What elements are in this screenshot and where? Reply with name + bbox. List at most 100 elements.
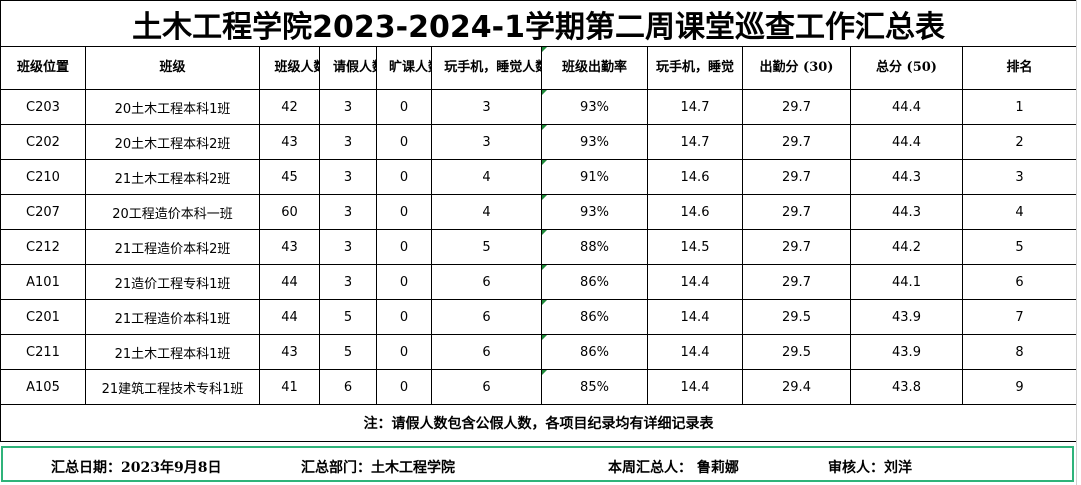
cell-location[interactable]: C210	[0, 159, 86, 195]
cell-absent[interactable]: 0	[376, 124, 432, 160]
cell-class[interactable]: 20土木工程本科2班	[85, 124, 260, 160]
cell-attendance-rate[interactable]: 93%	[541, 124, 648, 160]
cell-absent[interactable]: 0	[376, 299, 432, 335]
cell-rank[interactable]: 3	[961, 159, 1078, 195]
cell-leave[interactable]: 3	[319, 229, 377, 265]
cell-location[interactable]: C203	[0, 89, 86, 125]
footer-summarizer[interactable]: 本周汇总人： 鲁莉娜	[608, 460, 739, 476]
cell-attendance-rate[interactable]: 86%	[541, 299, 648, 335]
note-cell[interactable]: 注：请假人数包含公假人数，各项目纪录均有详细记录表	[0, 404, 1078, 442]
cell-leave[interactable]: 3	[319, 124, 377, 160]
cell-size[interactable]: 43	[259, 229, 320, 265]
cell-phone-sleep-count[interactable]: 6	[431, 264, 542, 300]
cell-class[interactable]: 21工程造价本科1班	[85, 299, 260, 335]
header-rank[interactable]: 排名	[961, 46, 1078, 90]
cell-class[interactable]: 21造价工程专科1班	[85, 264, 260, 300]
cell-total-score[interactable]: 43.9	[850, 334, 963, 370]
cell-leave[interactable]: 3	[319, 159, 377, 195]
header-leave[interactable]: 请假人数	[319, 46, 377, 90]
cell-absent[interactable]: 0	[376, 264, 432, 300]
footer-department[interactable]: 汇总部门：土木工程学院	[301, 460, 455, 476]
cell-leave[interactable]: 5	[319, 334, 377, 370]
cell-phone-sleep-score[interactable]: 14.7	[647, 89, 743, 125]
cell-class[interactable]: 21土木工程本科1班	[85, 334, 260, 370]
cell-leave[interactable]: 3	[319, 264, 377, 300]
cell-absent[interactable]: 0	[376, 369, 432, 405]
cell-total-score[interactable]: 44.4	[850, 89, 963, 125]
header-size[interactable]: 班级人数	[259, 46, 320, 90]
cell-phone-sleep-score[interactable]: 14.4	[647, 264, 743, 300]
cell-class[interactable]: 20土木工程本科1班	[85, 89, 260, 125]
cell-phone-sleep-score[interactable]: 14.6	[647, 194, 743, 230]
cell-rank[interactable]: 2	[961, 124, 1078, 160]
cell-phone-sleep-count[interactable]: 6	[431, 299, 542, 335]
cell-rank[interactable]: 6	[961, 264, 1078, 300]
cell-attendance-rate[interactable]: 86%	[541, 264, 648, 300]
cell-size[interactable]: 43	[259, 124, 320, 160]
cell-phone-sleep-count[interactable]: 3	[431, 124, 542, 160]
cell-total-score[interactable]: 44.2	[850, 229, 963, 265]
header-class[interactable]: 班级	[85, 46, 260, 90]
cell-total-score[interactable]: 44.1	[850, 264, 963, 300]
cell-total-score[interactable]: 43.8	[850, 369, 963, 405]
cell-location[interactable]: C207	[0, 194, 86, 230]
header-attendance-score[interactable]: 出勤分 (30)	[742, 46, 851, 90]
header-attendance-rate[interactable]: 班级出勤率	[541, 46, 648, 90]
cell-attendance-score[interactable]: 29.5	[742, 334, 851, 370]
cell-attendance-score[interactable]: 29.7	[742, 194, 851, 230]
cell-absent[interactable]: 0	[376, 89, 432, 125]
header-absent[interactable]: 旷课人数	[376, 46, 432, 90]
cell-size[interactable]: 41	[259, 369, 320, 405]
cell-location[interactable]: A105	[0, 369, 86, 405]
table-title[interactable]: 土木工程学院2023-2024-1学期第二周课堂巡查工作汇总表	[0, 0, 1078, 47]
cell-phone-sleep-score[interactable]: 14.5	[647, 229, 743, 265]
cell-total-score[interactable]: 44.4	[850, 124, 963, 160]
footer-reviewer[interactable]: 审核人：刘洋	[828, 460, 912, 476]
cell-phone-sleep-score[interactable]: 14.7	[647, 124, 743, 160]
header-total-score[interactable]: 总分 (50)	[850, 46, 963, 90]
header-phone-sleep-count[interactable]: 玩手机，睡觉人数	[431, 46, 542, 90]
cell-class[interactable]: 21工程造价本科2班	[85, 229, 260, 265]
cell-size[interactable]: 44	[259, 299, 320, 335]
cell-attendance-rate[interactable]: 85%	[541, 369, 648, 405]
cell-rank[interactable]: 7	[961, 299, 1078, 335]
cell-class[interactable]: 20工程造价本科一班	[85, 194, 260, 230]
cell-attendance-rate[interactable]: 88%	[541, 229, 648, 265]
cell-attendance-score[interactable]: 29.5	[742, 299, 851, 335]
cell-phone-sleep-score[interactable]: 14.4	[647, 369, 743, 405]
cell-absent[interactable]: 0	[376, 229, 432, 265]
cell-rank[interactable]: 5	[961, 229, 1078, 265]
cell-phone-sleep-count[interactable]: 6	[431, 334, 542, 370]
cell-attendance-score[interactable]: 29.7	[742, 229, 851, 265]
cell-size[interactable]: 60	[259, 194, 320, 230]
cell-rank[interactable]: 8	[961, 334, 1078, 370]
cell-location[interactable]: A101	[0, 264, 86, 300]
cell-leave[interactable]: 6	[319, 369, 377, 405]
cell-phone-sleep-count[interactable]: 6	[431, 369, 542, 405]
cell-leave[interactable]: 5	[319, 299, 377, 335]
cell-size[interactable]: 43	[259, 334, 320, 370]
cell-phone-sleep-count[interactable]: 4	[431, 194, 542, 230]
cell-attendance-rate[interactable]: 93%	[541, 194, 648, 230]
cell-size[interactable]: 42	[259, 89, 320, 125]
cell-location[interactable]: C201	[0, 299, 86, 335]
cell-attendance-rate[interactable]: 86%	[541, 334, 648, 370]
cell-rank[interactable]: 9	[961, 369, 1078, 405]
cell-size[interactable]: 44	[259, 264, 320, 300]
footer-date[interactable]: 汇总日期：2023年9月8日	[51, 460, 222, 476]
cell-attendance-rate[interactable]: 91%	[541, 159, 648, 195]
cell-leave[interactable]: 3	[319, 89, 377, 125]
cell-attendance-score[interactable]: 29.7	[742, 159, 851, 195]
cell-total-score[interactable]: 44.3	[850, 194, 963, 230]
cell-attendance-score[interactable]: 29.7	[742, 124, 851, 160]
cell-location[interactable]: C211	[0, 334, 86, 370]
cell-rank[interactable]: 4	[961, 194, 1078, 230]
cell-phone-sleep-score[interactable]: 14.6	[647, 159, 743, 195]
cell-class[interactable]: 21建筑工程技术专科1班	[85, 369, 260, 405]
cell-attendance-score[interactable]: 29.4	[742, 369, 851, 405]
cell-phone-sleep-score[interactable]: 14.4	[647, 334, 743, 370]
cell-phone-sleep-count[interactable]: 5	[431, 229, 542, 265]
cell-phone-sleep-count[interactable]: 4	[431, 159, 542, 195]
cell-attendance-score[interactable]: 29.7	[742, 264, 851, 300]
cell-absent[interactable]: 0	[376, 194, 432, 230]
